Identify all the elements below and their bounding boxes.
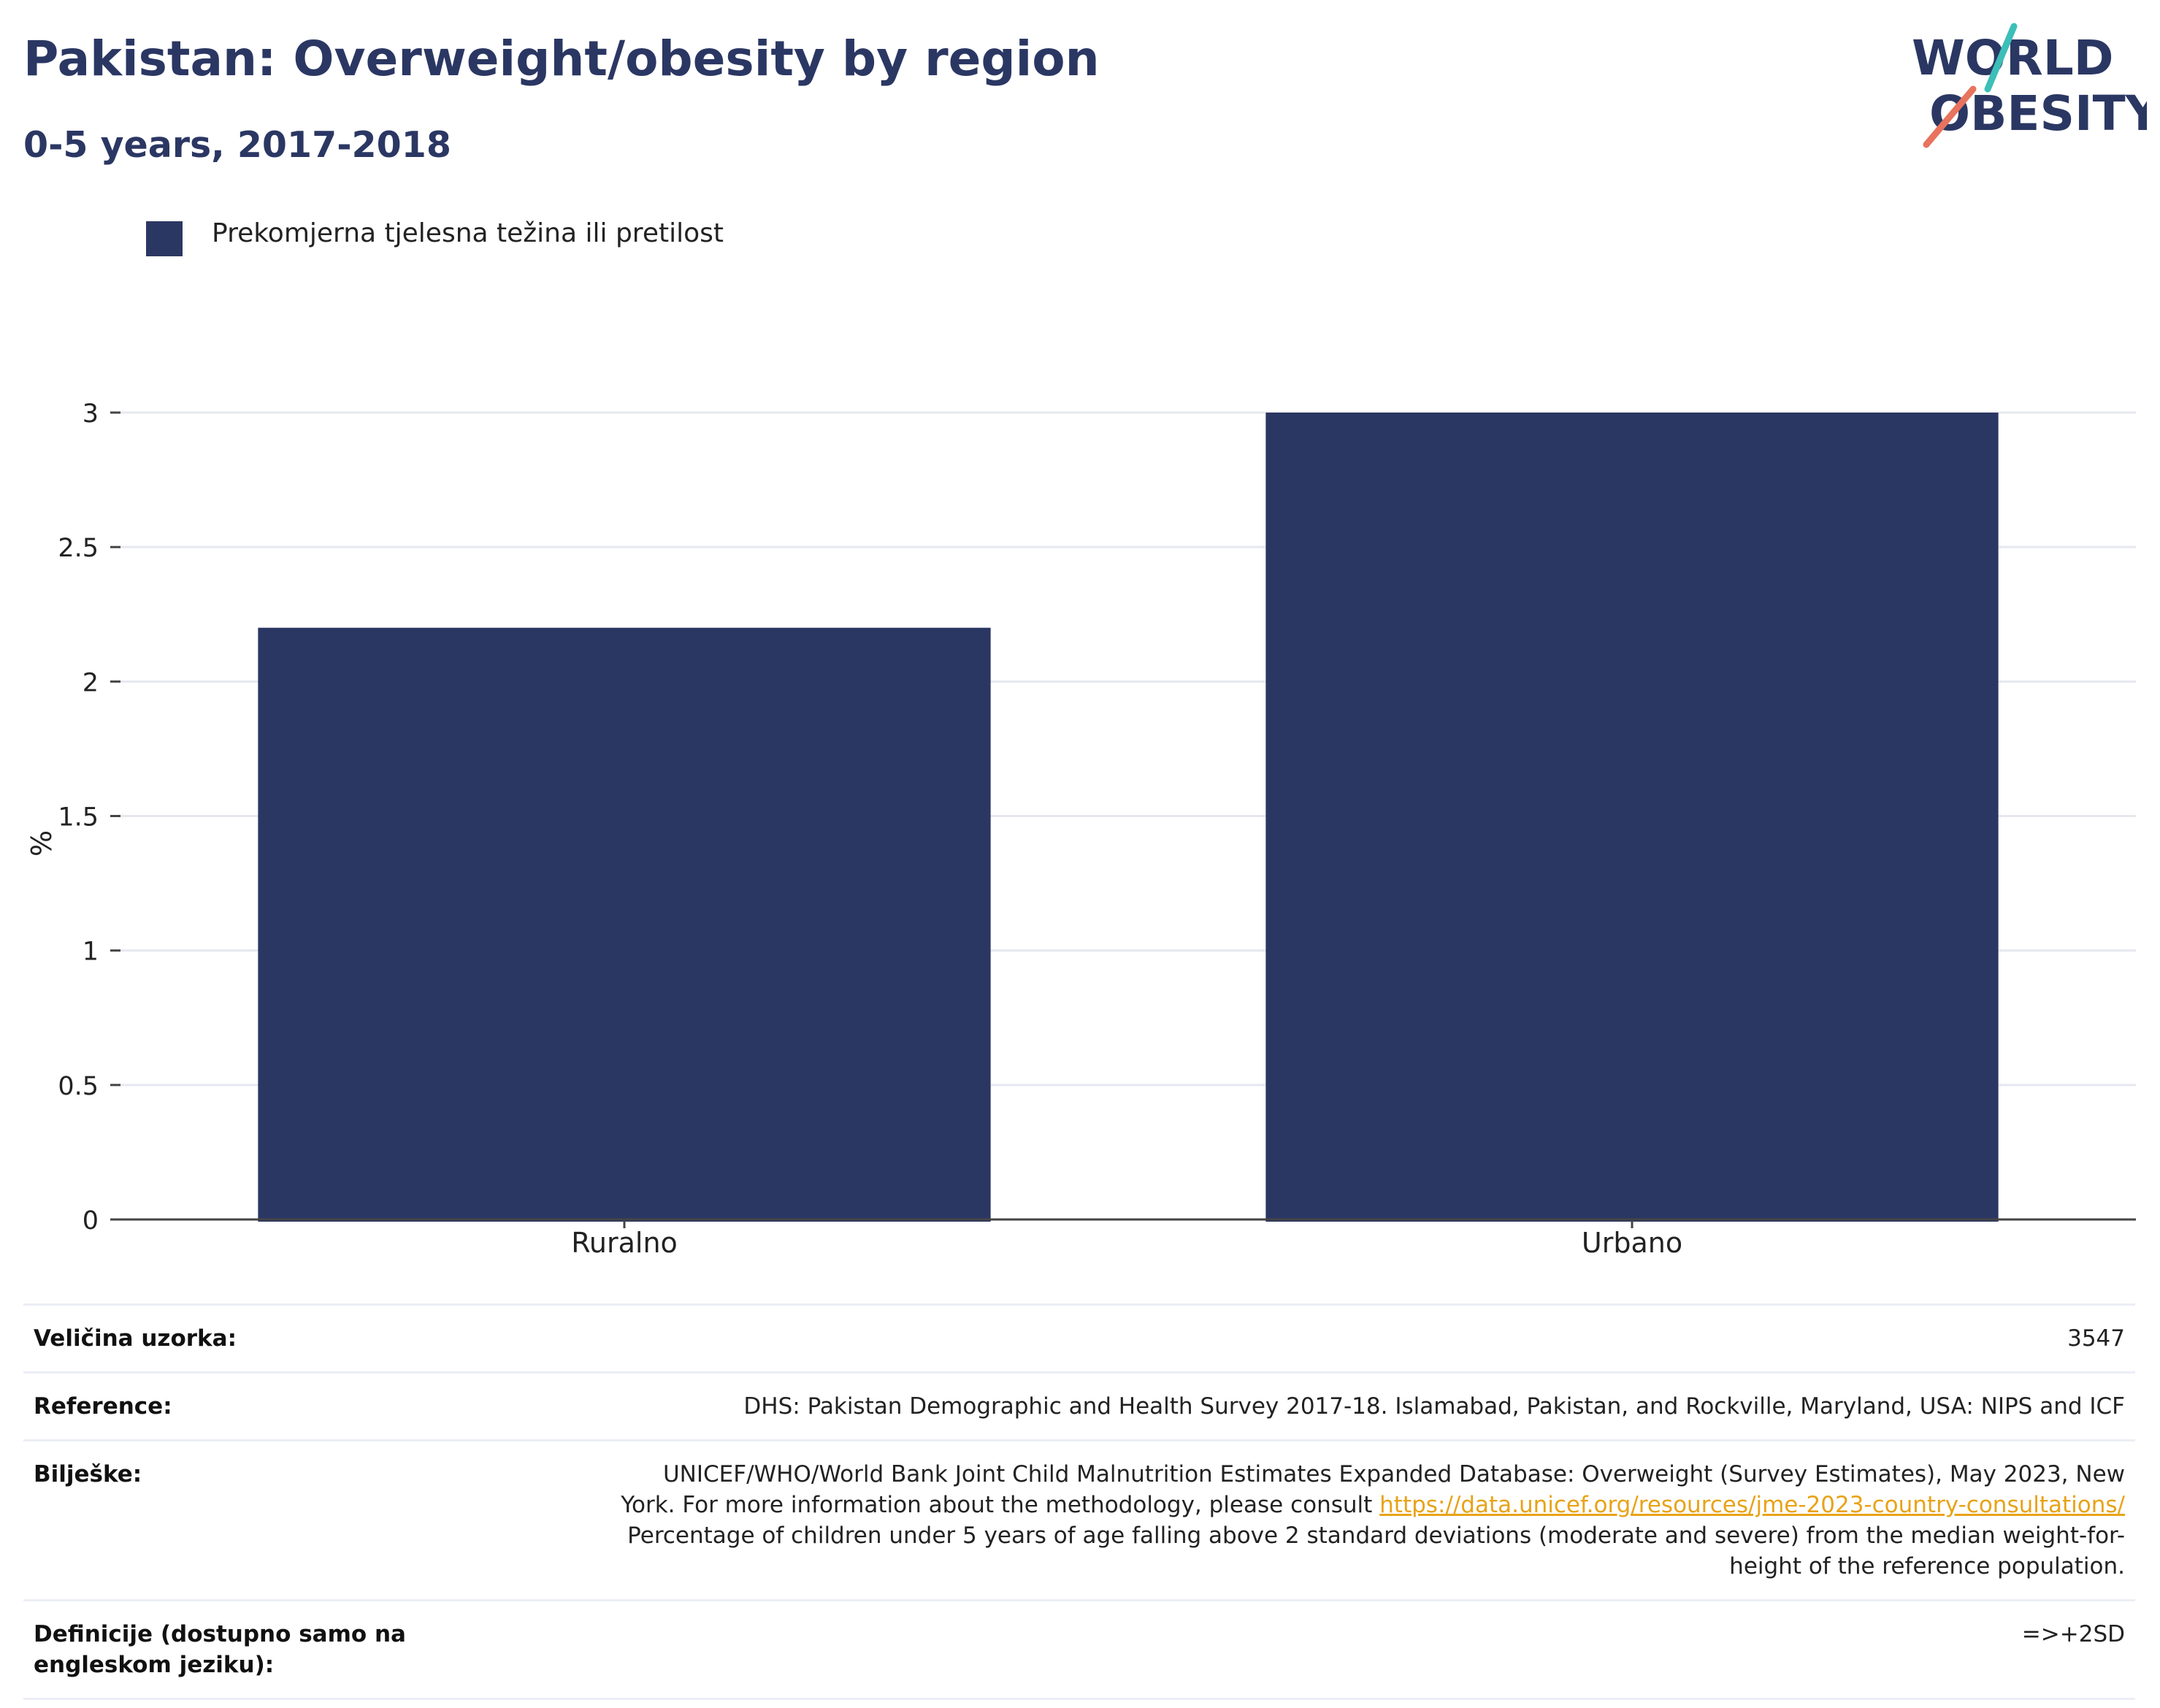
y-tick-label: 1.5 — [58, 803, 99, 832]
y-tick-label: 2.5 — [58, 534, 99, 563]
chart-title: Pakistan: Overweight/obesity by region — [23, 31, 1100, 87]
row-notes: Bilješke: UNICEF/WHO/World Bank Joint Ch… — [23, 1441, 2135, 1601]
definitions-label: Definicije (dostupno samo na engleskom j… — [34, 1621, 406, 1678]
y-tick-label: 0 — [83, 1206, 99, 1236]
axes: 0 0.5 1 1.5 2 2.5 3% Ruralno Urbano — [26, 399, 2136, 1259]
x-tick-label: Urbano — [1582, 1227, 1682, 1259]
sample-size-label: Veličina uzorka: — [34, 1325, 237, 1352]
bar-urbano[interactable] — [1265, 413, 1999, 1222]
world-obesity-logo: WORLD OBESITY — [1912, 23, 2147, 148]
notes-link[interactable]: https://data.unicef.org/resources/jme-20… — [1379, 1492, 2125, 1518]
notes-line-1: UNICEF/WHO/World Bank Joint Child Malnut… — [662, 1461, 2125, 1487]
logo-text-obesity: OBESITY — [1929, 85, 2147, 142]
y-tick-label: 3 — [83, 399, 99, 429]
y-tick-label: 0.5 — [58, 1072, 99, 1101]
notes-line-2: York. For more information about the met… — [545, 1490, 2125, 1520]
notes-value: UNICEF/WHO/World Bank Joint Child Malnut… — [545, 1459, 2125, 1582]
bar-ruralno[interactable] — [258, 627, 991, 1222]
bar-chart: 0 0.5 1 1.5 2 2.5 3% Ruralno Urbano — [26, 399, 2136, 1259]
bars — [258, 413, 1999, 1222]
row-sample-size: Veličina uzorka: 3547 — [23, 1306, 2135, 1374]
legend-label: Prekomjerna tjelesna težina ili pretilos… — [212, 218, 724, 248]
y-tick-label: 1 — [83, 938, 99, 967]
legend-swatch — [146, 221, 183, 256]
y-axis-label: % — [26, 830, 58, 857]
notes-line-4: height of the reference population. — [1729, 1553, 2125, 1579]
notes-line-3: Percentage of children under 5 years of … — [627, 1523, 2125, 1549]
y-tick-label: 2 — [83, 668, 99, 697]
info-table: Veličina uzorka: 3547 Reference: DHS: Pa… — [23, 1303, 2135, 1700]
definitions-value: =>+2SD — [2021, 1621, 2125, 1647]
notes-label: Bilješke: — [34, 1461, 142, 1487]
sample-size-value: 3547 — [2067, 1325, 2125, 1352]
logo-slash-teal — [1984, 23, 2018, 93]
row-reference: Reference: DHS: Pakistan Demographic and… — [23, 1374, 2135, 1441]
row-definitions: Definicije (dostupno samo na engleskom j… — [23, 1601, 2135, 1700]
chart-subtitle: 0-5 years, 2017-2018 — [23, 124, 451, 166]
logo-text-world: WORLD — [1912, 30, 2114, 86]
reference-label: Reference: — [34, 1393, 172, 1420]
logo-slash-red — [1923, 85, 1977, 148]
notes-line-2-text: York. For more information about the met… — [621, 1492, 1380, 1518]
reference-value: DHS: Pakistan Demographic and Health Sur… — [743, 1393, 2125, 1420]
x-tick-label: Ruralno — [571, 1227, 678, 1259]
